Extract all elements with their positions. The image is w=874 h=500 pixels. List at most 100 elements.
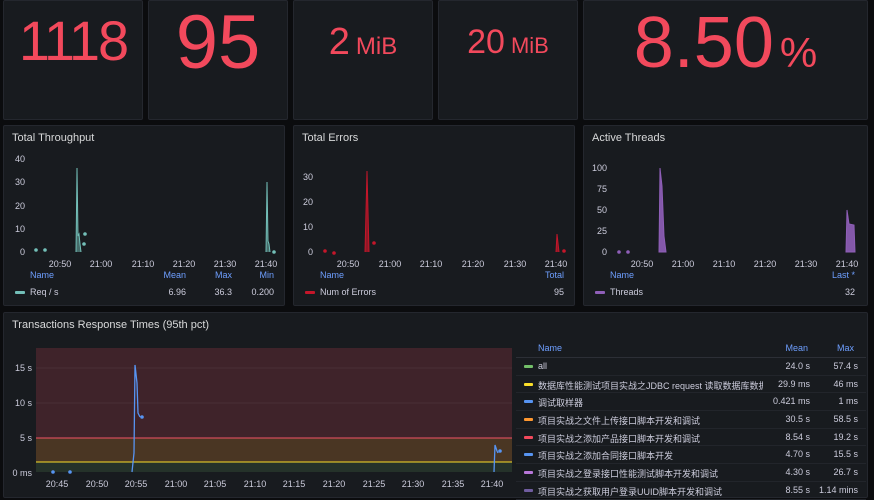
x-tick: 21:00 [672, 259, 695, 269]
data-point [323, 249, 327, 253]
legend-header-name: Name [30, 270, 55, 280]
data-point [83, 232, 87, 236]
legend-row[interactable]: 数据库性能测试项目实战之JDBC request 读取数据库数据 29.9 ms 4… [516, 376, 866, 394]
stat-panel-1[interactable]: 1118 [3, 0, 143, 120]
legend-header-max[interactable]: Max [214, 270, 232, 280]
x-tick: 21:00 [90, 259, 113, 269]
legend-series-name[interactable]: Req / s [30, 287, 59, 297]
y-tick: 20 [15, 201, 25, 211]
legend-max: 1 ms [838, 396, 858, 407]
legend-series-name[interactable]: 项目实战之登录接口性能测试脚本开发和调试 [538, 469, 719, 480]
legend-series-name[interactable]: Num of Errors [320, 287, 377, 297]
stat-value: 2 MiB [328, 21, 398, 63]
y-tick: 10 [15, 224, 25, 234]
legend-max: 26.7 s [833, 467, 858, 478]
y-tick: 30 [303, 172, 313, 182]
data-point [34, 248, 38, 252]
threshold-band-orange [36, 438, 512, 462]
legend-row[interactable]: 项目实战之添加合同接口脚本开发 4.70 s 15.5 s [516, 446, 866, 465]
x-tick: 21:20 [173, 259, 196, 269]
panel-title: Transactions Response Times (95th pct) [12, 319, 210, 331]
legend-header-max[interactable]: Max [836, 343, 854, 353]
legend-row[interactable]: 项目实战之登录接口性能测试脚本开发和调试 4.30 s 26.7 s [516, 464, 866, 482]
data-point [617, 250, 621, 254]
response-times-panel[interactable]: Transactions Response Times (95th pct) 1… [3, 312, 868, 500]
series-line [364, 170, 370, 253]
x-tick: 21:25 [363, 479, 386, 489]
legend-series-name[interactable]: 项目实战之添加产品接口脚本开发和调试 [538, 433, 701, 444]
legend-row[interactable]: 调试取样器 0.421 ms 1 ms [516, 393, 866, 412]
series-line [493, 444, 499, 473]
grid [36, 367, 512, 439]
legend-swatch [524, 400, 533, 404]
legend-mean: 6.96 [168, 287, 186, 297]
legend-max: 15.5 s [833, 449, 858, 460]
legend-series-name[interactable]: 项目实战之添加合同接口脚本开发 [538, 451, 674, 462]
stat-panel-4[interactable]: 20 MiB [438, 0, 578, 120]
y-tick: 5 s [20, 433, 33, 443]
legend-swatch [524, 488, 533, 492]
x-tick: 21:00 [379, 259, 402, 269]
x-tick: 21:20 [462, 259, 485, 269]
y-tick: 50 [597, 205, 607, 215]
data-point [68, 470, 72, 474]
data-point [332, 251, 336, 255]
legend-header-mean[interactable]: Mean [785, 343, 808, 353]
errors-panel[interactable]: Total Errors 30 20 10 0 20:50 21:00 21:1… [293, 125, 575, 306]
y-tick: 10 [303, 222, 313, 232]
panel-title: Active Threads [592, 132, 666, 144]
legend-header-row: Name Mean Max [516, 341, 866, 358]
threads-chart: 100 75 50 25 0 20:50 21:00 21:10 21:20 2… [592, 163, 858, 269]
legend-row[interactable]: 项目实战之获取用户登录UUID脚本开发和调试 8.55 s 1.14 mins [516, 482, 866, 500]
x-tick: 21:00 [165, 479, 188, 489]
threads-panel[interactable]: Active Threads 100 75 50 25 0 20:50 21:0… [583, 125, 868, 306]
legend-mean: 30.5 s [785, 414, 810, 425]
y-tick: 30 [15, 177, 25, 187]
y-tick: 20 [303, 197, 313, 207]
y-tick: 0 [20, 247, 25, 257]
legend-header-mean[interactable]: Mean [163, 270, 186, 280]
x-tick: 21:30 [402, 479, 425, 489]
legend-row[interactable]: 项目实战之添加产品接口脚本开发和调试 8.54 s 19.2 s [516, 429, 866, 447]
legend-series-name[interactable]: 项目实战之获取用户登录UUID脚本开发和调试 [538, 486, 723, 497]
legend-last: 32 [844, 287, 855, 297]
legend-header-name: Name [610, 270, 635, 280]
legend-mean: 0.421 ms [772, 396, 810, 407]
legend-max: 19.2 s [833, 431, 858, 442]
x-tick: 21:05 [204, 479, 227, 489]
throughput-panel[interactable]: Total Throughput 40 30 20 10 0 20:50 21:… [3, 125, 285, 306]
x-tick: 21:10 [420, 259, 443, 269]
legend-mean: 24.0 s [785, 361, 810, 371]
data-point [498, 449, 502, 453]
stat-value: 95 [175, 0, 261, 85]
legend-series-name[interactable]: 数据库性能测试项目实战之JDBC request 读取数据库数据 [538, 380, 763, 391]
legend-series-name[interactable]: 调试取样器 [538, 398, 584, 409]
legend-header-total[interactable]: Total [544, 270, 564, 280]
legend-row[interactable]: 项目实战之文件上传接口脚本开发和调试 30.5 s 58.5 s [516, 411, 866, 429]
data-point [626, 250, 630, 254]
response-chart: 15 s 10 s 5 s 0 ms 20:45 20:50 20:55 21:… [12, 348, 512, 489]
stat-panel-2[interactable]: 95 [148, 0, 288, 120]
x-tick: 20:45 [46, 479, 69, 489]
legend-header-min[interactable]: Min [259, 270, 274, 280]
stat-value: 1118 [18, 9, 129, 72]
x-tick: 21:40 [481, 479, 504, 489]
legend-swatch [524, 418, 533, 422]
legend-header-last[interactable]: Last * [831, 270, 855, 280]
legend-max: 36.3 [214, 287, 232, 297]
legend-row[interactable]: all 24.0 s 57.4 s [516, 358, 866, 376]
stat-panel-3[interactable]: 2 MiB [293, 0, 433, 120]
legend-mean: 8.55 s [785, 484, 810, 495]
y-tick: 75 [597, 184, 607, 194]
x-tick: 20:50 [631, 259, 654, 269]
stat-panel-5[interactable]: 8.50% [583, 0, 868, 120]
x-tick: 21:30 [214, 259, 237, 269]
series-line [555, 233, 560, 253]
x-tick: 20:50 [86, 479, 109, 489]
data-point [272, 250, 276, 254]
legend-series-name[interactable]: all [538, 361, 548, 371]
legend-series-name[interactable]: 项目实战之文件上传接口脚本开发和调试 [538, 416, 701, 427]
x-tick: 20:55 [125, 479, 148, 489]
legend-series-name[interactable]: Threads [610, 287, 644, 297]
legend-max: 46 ms [833, 378, 858, 389]
